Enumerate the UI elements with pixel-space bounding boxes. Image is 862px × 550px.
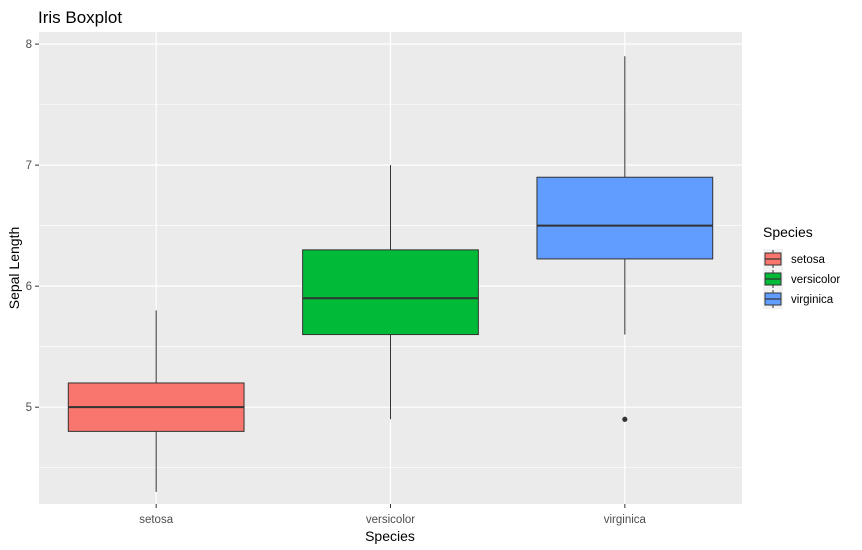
y-tick-label: 7 bbox=[26, 160, 32, 172]
box-virginica bbox=[536, 56, 714, 422]
chart-title: Iris Boxplot bbox=[38, 8, 122, 27]
box-body bbox=[302, 249, 479, 336]
x-tick-label: virginica bbox=[604, 514, 647, 526]
legend: Species setosa versicolor virginica bbox=[763, 224, 840, 309]
legend-item-setosa: setosa bbox=[763, 249, 825, 269]
legend-label: versicolor bbox=[791, 274, 840, 286]
legend-item-virginica: virginica bbox=[763, 289, 834, 309]
y-axis-title: Sepal Length bbox=[6, 227, 22, 310]
legend-label: setosa bbox=[791, 254, 825, 266]
legend-label: virginica bbox=[791, 294, 834, 306]
y-tick-label: 6 bbox=[26, 281, 32, 293]
x-tick-label: setosa bbox=[139, 514, 173, 526]
legend-item-versicolor: versicolor bbox=[763, 269, 840, 289]
box-setosa bbox=[67, 310, 245, 492]
x-axis-title: Species bbox=[365, 528, 415, 544]
outlier-point bbox=[622, 416, 628, 422]
y-tick-label: 8 bbox=[26, 39, 32, 51]
box-versicolor bbox=[302, 165, 479, 420]
box-body bbox=[536, 176, 714, 260]
legend-title: Species bbox=[763, 224, 813, 240]
boxes-layer bbox=[67, 56, 714, 492]
y-tick-label: 5 bbox=[26, 402, 32, 414]
x-tick-label: versicolor bbox=[366, 514, 415, 526]
axis-ticks: 5 6 7 8 setosa versicolor virginica bbox=[26, 39, 647, 526]
